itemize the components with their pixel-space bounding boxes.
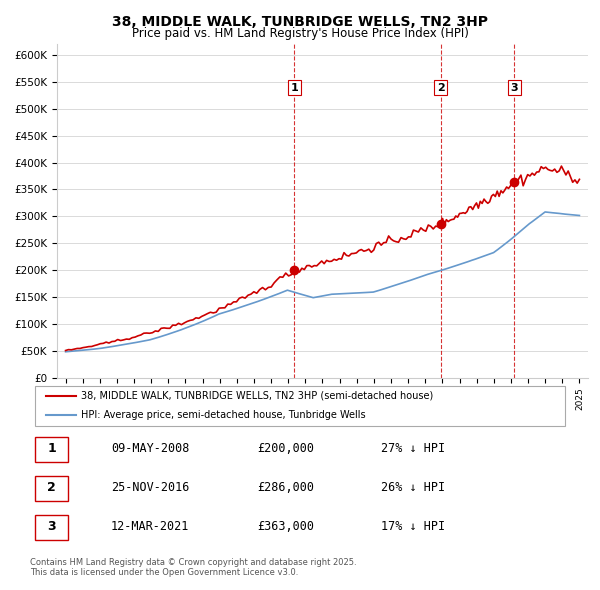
Text: 25-NOV-2016: 25-NOV-2016: [111, 481, 190, 494]
Text: 17% ↓ HPI: 17% ↓ HPI: [381, 520, 445, 533]
FancyBboxPatch shape: [35, 476, 68, 502]
Text: £286,000: £286,000: [257, 481, 314, 494]
Text: 3: 3: [47, 520, 56, 533]
Text: 1: 1: [290, 83, 298, 93]
FancyBboxPatch shape: [35, 386, 565, 425]
Text: 09-MAY-2008: 09-MAY-2008: [111, 442, 190, 455]
Text: Contains HM Land Registry data © Crown copyright and database right 2025.
This d: Contains HM Land Registry data © Crown c…: [30, 558, 356, 577]
Text: 27% ↓ HPI: 27% ↓ HPI: [381, 442, 445, 455]
Text: 38, MIDDLE WALK, TUNBRIDGE WELLS, TN2 3HP (semi-detached house): 38, MIDDLE WALK, TUNBRIDGE WELLS, TN2 3H…: [82, 391, 434, 401]
Text: 38, MIDDLE WALK, TUNBRIDGE WELLS, TN2 3HP: 38, MIDDLE WALK, TUNBRIDGE WELLS, TN2 3H…: [112, 15, 488, 29]
Text: £200,000: £200,000: [257, 442, 314, 455]
Text: 1: 1: [47, 442, 56, 455]
Text: Price paid vs. HM Land Registry's House Price Index (HPI): Price paid vs. HM Land Registry's House …: [131, 27, 469, 40]
FancyBboxPatch shape: [35, 515, 68, 540]
Text: 2: 2: [47, 481, 56, 494]
Text: HPI: Average price, semi-detached house, Tunbridge Wells: HPI: Average price, semi-detached house,…: [82, 411, 366, 420]
Text: £363,000: £363,000: [257, 520, 314, 533]
Text: 3: 3: [511, 83, 518, 93]
Text: 12-MAR-2021: 12-MAR-2021: [111, 520, 190, 533]
FancyBboxPatch shape: [35, 437, 68, 463]
Text: 2: 2: [437, 83, 445, 93]
Text: 26% ↓ HPI: 26% ↓ HPI: [381, 481, 445, 494]
